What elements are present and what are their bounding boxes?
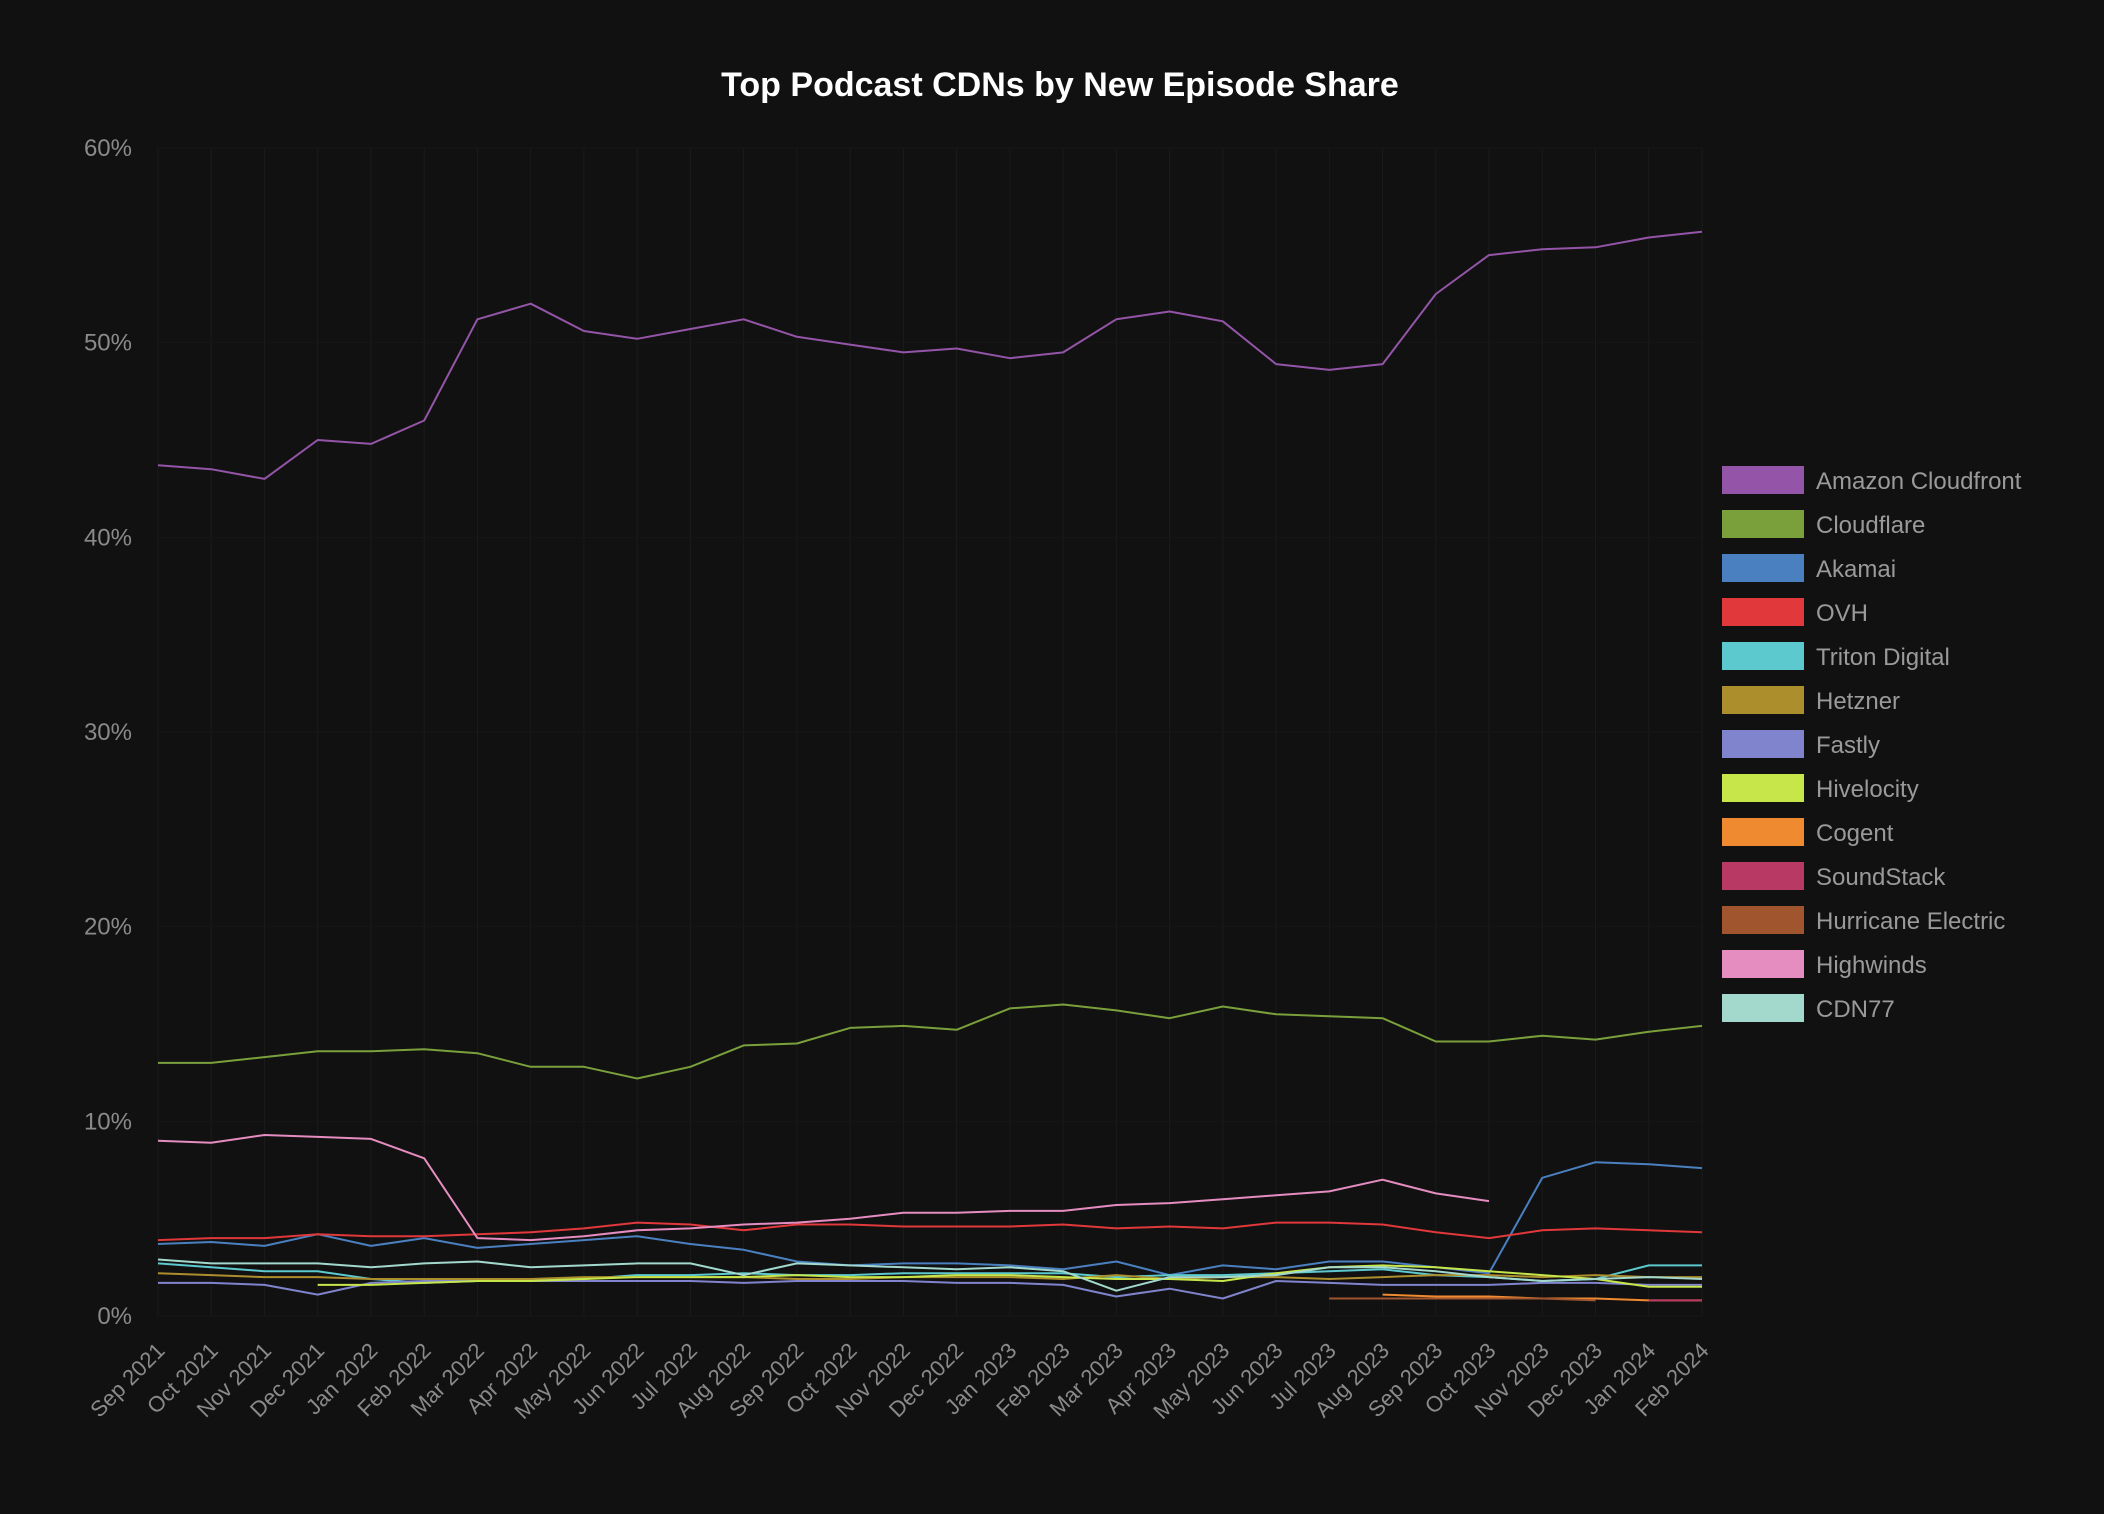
legend-label-hetzner[interactable]: Hetzner bbox=[1816, 688, 1900, 715]
legend-swatch-hurricane-electric[interactable] bbox=[1722, 906, 1804, 934]
legend-swatch-hivelocity[interactable] bbox=[1722, 774, 1804, 802]
series-line-hivelocity bbox=[317, 1264, 1702, 1288]
grid bbox=[157, 147, 1703, 1317]
legend-swatch-cloudflare[interactable] bbox=[1722, 510, 1804, 538]
series-line-fastly bbox=[158, 1280, 1702, 1300]
legend-swatch-akamai[interactable] bbox=[1722, 554, 1804, 582]
y-tick-label: 10% bbox=[84, 1108, 132, 1135]
legend-swatch-amazon-cloudfront[interactable] bbox=[1722, 466, 1804, 494]
plot-area bbox=[157, 230, 1703, 1302]
legend-swatch-triton-digital[interactable] bbox=[1722, 642, 1804, 670]
legend-label-triton-digital[interactable]: Triton Digital bbox=[1816, 644, 1950, 671]
legend-label-hivelocity[interactable]: Hivelocity bbox=[1816, 776, 1919, 803]
series-line-cdn77 bbox=[157, 1258, 1703, 1292]
y-tick-label: 40% bbox=[84, 524, 132, 551]
y-tick-label: 60% bbox=[84, 135, 132, 162]
legend-swatch-cogent[interactable] bbox=[1722, 818, 1804, 846]
chart-title: Top Podcast CDNs by New Episode Share bbox=[721, 66, 1399, 104]
series-line-cloudflare bbox=[158, 1003, 1703, 1080]
legend-swatch-cdn77[interactable] bbox=[1722, 994, 1804, 1022]
series-line-amazon-cloudfront bbox=[157, 230, 1703, 480]
legend-label-ovh[interactable]: OVH bbox=[1816, 600, 1868, 627]
legend-label-highwinds[interactable]: Highwinds bbox=[1816, 952, 1927, 979]
legend-swatch-highwinds[interactable] bbox=[1722, 950, 1804, 978]
legend-label-cogent[interactable]: Cogent bbox=[1816, 820, 1894, 847]
series-line-ovh bbox=[157, 1221, 1703, 1242]
y-tick-label: 50% bbox=[84, 330, 132, 357]
legend-swatch-hetzner[interactable] bbox=[1722, 686, 1804, 714]
legend-label-hurricane-electric[interactable]: Hurricane Electric bbox=[1816, 908, 2005, 935]
y-axis: 0% 10% 20% 30% 40% 50% 60% bbox=[84, 135, 132, 1330]
legend-swatch-ovh[interactable] bbox=[1722, 598, 1804, 626]
y-tick-label: 20% bbox=[84, 914, 132, 941]
series-line-highwinds bbox=[157, 1134, 1490, 1242]
legend: Amazon Cloudfront Cloudflare Akamai OVH Trit… bbox=[1722, 466, 2022, 1023]
y-tick-label: 0% bbox=[97, 1303, 132, 1330]
series-line-hurricane-electric bbox=[1329, 1297, 1596, 1302]
legend-label-fastly[interactable]: Fastly bbox=[1816, 732, 1880, 759]
legend-label-soundstack[interactable]: SoundStack bbox=[1816, 864, 1946, 891]
legend-label-akamai[interactable]: Akamai bbox=[1816, 556, 1896, 583]
y-tick-label: 30% bbox=[84, 719, 132, 746]
legend-swatch-fastly[interactable] bbox=[1722, 730, 1804, 758]
legend-label-amazon-cloudfront[interactable]: Amazon Cloudfront bbox=[1816, 468, 2022, 495]
legend-swatch-soundstack[interactable] bbox=[1722, 862, 1804, 890]
legend-label-cloudflare[interactable]: Cloudflare bbox=[1816, 512, 1925, 539]
legend-label-cdn77[interactable]: CDN77 bbox=[1816, 996, 1895, 1023]
